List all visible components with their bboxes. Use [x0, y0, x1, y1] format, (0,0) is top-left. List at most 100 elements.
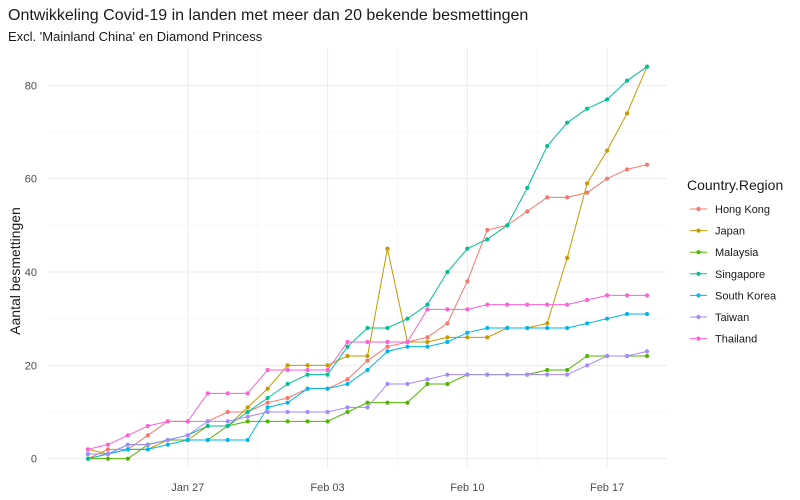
data-point-malaysia: [405, 400, 410, 405]
data-point-taiwan: [405, 381, 410, 387]
data-point-south-korea: [345, 381, 350, 387]
data-point-malaysia: [105, 456, 111, 461]
data-point-taiwan: [225, 419, 230, 424]
data-point-malaysia: [345, 409, 350, 415]
data-point-japan: [624, 111, 630, 116]
data-point-south-korea: [525, 325, 530, 331]
data-point-south-korea: [205, 437, 210, 443]
data-point-taiwan: [445, 372, 450, 377]
data-point-malaysia: [245, 419, 250, 424]
data-point-thailand: [505, 302, 510, 307]
data-point-hong-kong: [465, 279, 470, 284]
legend-key-point: [696, 271, 701, 276]
series-thailand: [85, 293, 650, 452]
data-point-south-korea: [585, 321, 590, 326]
data-point-taiwan: [185, 433, 190, 438]
data-point-japan: [325, 363, 330, 368]
legend-label: Japan: [715, 226, 745, 238]
x-tick-label: Feb 10: [450, 482, 484, 494]
data-point-japan: [345, 353, 350, 359]
data-point-thailand: [465, 307, 470, 312]
series-south-korea: [85, 311, 650, 457]
legend-item-south-korea: South Korea: [690, 290, 777, 302]
legend-item-hong-kong: Hong Kong: [690, 204, 770, 216]
data-point-hong-kong: [565, 195, 570, 200]
data-point-thailand: [385, 339, 390, 345]
x-tick-label: Feb 03: [310, 482, 344, 494]
data-point-malaysia: [125, 456, 130, 461]
data-point-malaysia: [644, 353, 650, 359]
data-point-taiwan: [505, 372, 510, 377]
data-point-thailand: [545, 302, 550, 307]
legend-key-point: [696, 228, 701, 233]
data-point-singapore: [445, 269, 450, 275]
data-point-south-korea: [305, 386, 310, 391]
data-point-hong-kong: [285, 395, 290, 401]
data-point-south-korea: [505, 325, 510, 331]
data-point-malaysia: [285, 419, 290, 424]
data-point-japan: [585, 181, 590, 186]
data-point-thailand: [525, 302, 530, 307]
data-point-south-korea: [185, 437, 190, 443]
data-point-taiwan: [285, 409, 290, 415]
data-point-thailand: [285, 367, 290, 373]
data-point-south-korea: [644, 311, 650, 317]
data-point-thailand: [644, 293, 650, 298]
data-point-singapore: [644, 64, 650, 69]
data-point-south-korea: [145, 447, 150, 452]
series-japan: [85, 64, 650, 457]
data-point-malaysia: [265, 419, 270, 424]
data-point-singapore: [585, 106, 590, 111]
data-point-japan: [445, 335, 450, 340]
series-line-japan: [87, 66, 648, 455]
data-point-singapore: [205, 423, 210, 429]
series-line-south-korea: [87, 313, 648, 455]
data-point-thailand: [624, 293, 630, 298]
data-point-malaysia: [585, 353, 590, 359]
data-point-japan: [465, 335, 470, 340]
data-point-hong-kong: [585, 190, 590, 195]
series-layer: [85, 64, 650, 461]
data-point-japan: [385, 246, 390, 251]
data-point-thailand: [365, 339, 370, 345]
data-point-thailand: [585, 297, 590, 303]
data-point-taiwan: [604, 353, 610, 359]
data-point-south-korea: [325, 386, 330, 391]
data-point-taiwan: [624, 353, 630, 359]
legend-item-singapore: Singapore: [690, 269, 765, 281]
data-point-hong-kong: [425, 335, 430, 340]
series-hong-kong: [85, 162, 650, 461]
data-point-singapore: [465, 246, 470, 251]
data-point-hong-kong: [265, 400, 270, 405]
data-point-hong-kong: [365, 358, 370, 363]
legend-key-point: [696, 293, 701, 298]
x-tick-label: Feb 17: [590, 482, 624, 494]
series-line-singapore: [87, 66, 648, 460]
data-point-south-korea: [405, 344, 410, 349]
data-point-thailand: [305, 367, 310, 373]
data-point-thailand: [165, 419, 170, 424]
data-point-hong-kong: [485, 227, 490, 233]
data-point-thailand: [485, 302, 490, 307]
legend-title: Country.Region: [687, 177, 783, 193]
data-point-hong-kong: [525, 209, 530, 214]
data-point-malaysia: [425, 381, 430, 387]
data-point-south-korea: [385, 349, 390, 354]
data-point-taiwan: [145, 442, 150, 447]
x-tick-label: Jan 27: [171, 482, 204, 494]
data-point-japan: [545, 321, 550, 326]
data-point-taiwan: [385, 381, 390, 387]
data-point-thailand: [565, 302, 570, 307]
legend-item-malaysia: Malaysia: [690, 247, 759, 259]
data-point-south-korea: [545, 325, 550, 331]
data-point-south-korea: [445, 339, 450, 345]
data-point-taiwan: [85, 451, 91, 457]
data-point-singapore: [545, 143, 550, 149]
data-point-thailand: [425, 307, 430, 312]
data-point-singapore: [265, 395, 270, 401]
data-point-hong-kong: [105, 447, 111, 452]
data-point-taiwan: [345, 405, 350, 410]
data-point-taiwan: [325, 409, 330, 415]
data-point-thailand: [185, 419, 190, 424]
